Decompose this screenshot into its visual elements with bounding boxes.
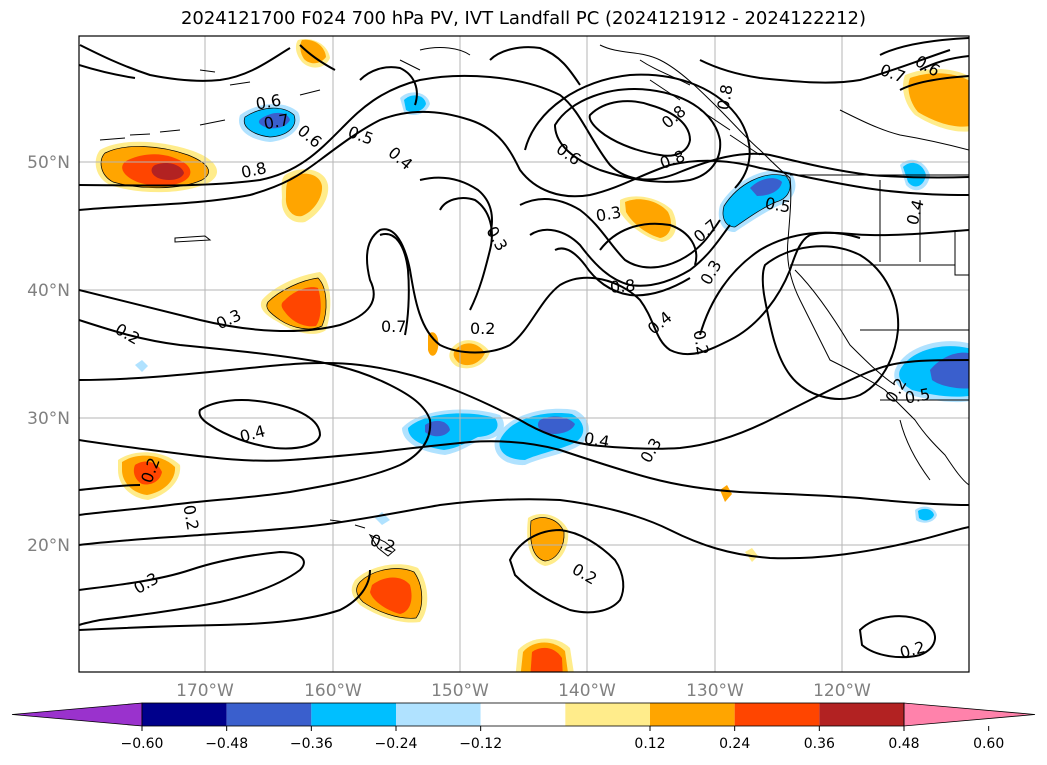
map-plot-area: 0.5 0.6 0.7 0.8 0.6 0.5 0.4 0.8 0.3 0.2 … xyxy=(79,36,969,672)
lat-label-40n: 40°N xyxy=(27,281,70,301)
colorbar-segment xyxy=(396,703,481,726)
colorbar-tick-label: −0.36 xyxy=(290,736,333,752)
colorbar-segment xyxy=(142,703,227,726)
contour-label: 0.5 xyxy=(903,384,931,407)
longitude-labels: 170°W 160°W 150°W 140°W 130°W 120°W xyxy=(176,681,871,701)
colorbar-segment xyxy=(734,703,820,726)
contour-label: 0.8 xyxy=(713,83,736,111)
contour-label: 0.4 xyxy=(583,428,611,451)
contour-label: 0.8 xyxy=(609,276,636,297)
lon-label-170w: 170°W xyxy=(176,681,234,701)
colorbar-ticks: −0.60 −0.48 −0.36 −0.24 −0.12 0.12 0.24 0.36 0.4… xyxy=(121,726,1004,752)
contour-label: 0.3 xyxy=(594,202,622,225)
contour-label: 0.5 xyxy=(764,193,792,216)
lat-label-50n: 50°N xyxy=(27,153,70,173)
colorbar-tick-label: 0.36 xyxy=(804,736,835,752)
lat-label-20n: 20°N xyxy=(27,536,70,556)
contour-label: 0.2 xyxy=(470,319,495,338)
colorbar-segment xyxy=(480,703,566,726)
colorbar-tick-label: 0.60 xyxy=(973,736,1004,752)
lon-label-160w: 160°W xyxy=(304,681,362,701)
colorbar-tick-label: 0.24 xyxy=(719,736,750,752)
colorbar-tick-label: −0.48 xyxy=(205,736,248,752)
colorbar xyxy=(11,702,1036,727)
contour-label: 0.8 xyxy=(239,158,268,182)
lon-label-150w: 150°W xyxy=(431,681,489,701)
pv-contours xyxy=(79,37,969,659)
colorbar-segment xyxy=(311,703,396,726)
colorbar-segment xyxy=(650,703,735,726)
map-frame xyxy=(78,35,970,673)
contour-label: 0.7 xyxy=(262,110,290,133)
lon-label-130w: 130°W xyxy=(686,681,744,701)
colorbar-segment xyxy=(819,703,904,726)
contour-label: 0.7 xyxy=(381,317,406,336)
contour-label: 0.2 xyxy=(689,328,712,356)
map-title: 2024121700 F024 700 hPa PV, IVT Landfall… xyxy=(180,8,867,29)
lon-label-140w: 140°W xyxy=(558,681,616,701)
colorbar-tick-label: 0.12 xyxy=(634,736,665,752)
colorbar-segment xyxy=(565,703,650,726)
colorbar-tick-label: −0.12 xyxy=(459,736,502,752)
gridlines xyxy=(79,36,969,672)
latitude-labels: 50°N 40°N 30°N 20°N xyxy=(27,153,70,556)
colorbar-extend-low xyxy=(11,702,143,727)
lat-label-30n: 30°N xyxy=(27,409,70,429)
coastlines xyxy=(99,44,969,557)
colorbar-tick-label: −0.24 xyxy=(375,736,418,752)
colorbar-tick-label: −0.60 xyxy=(121,736,164,752)
contour-label: 0.2 xyxy=(179,503,202,531)
shaded-anomalies xyxy=(95,38,969,672)
colorbar-frame xyxy=(141,702,905,727)
colorbar-tick-label: 0.48 xyxy=(888,736,919,752)
colorbar-extend-high xyxy=(903,702,1036,727)
lon-label-120w: 120°W xyxy=(813,681,871,701)
colorbar-segment xyxy=(226,703,312,726)
contour-label: 0.6 xyxy=(254,90,282,113)
anomaly-outlines xyxy=(100,107,791,619)
